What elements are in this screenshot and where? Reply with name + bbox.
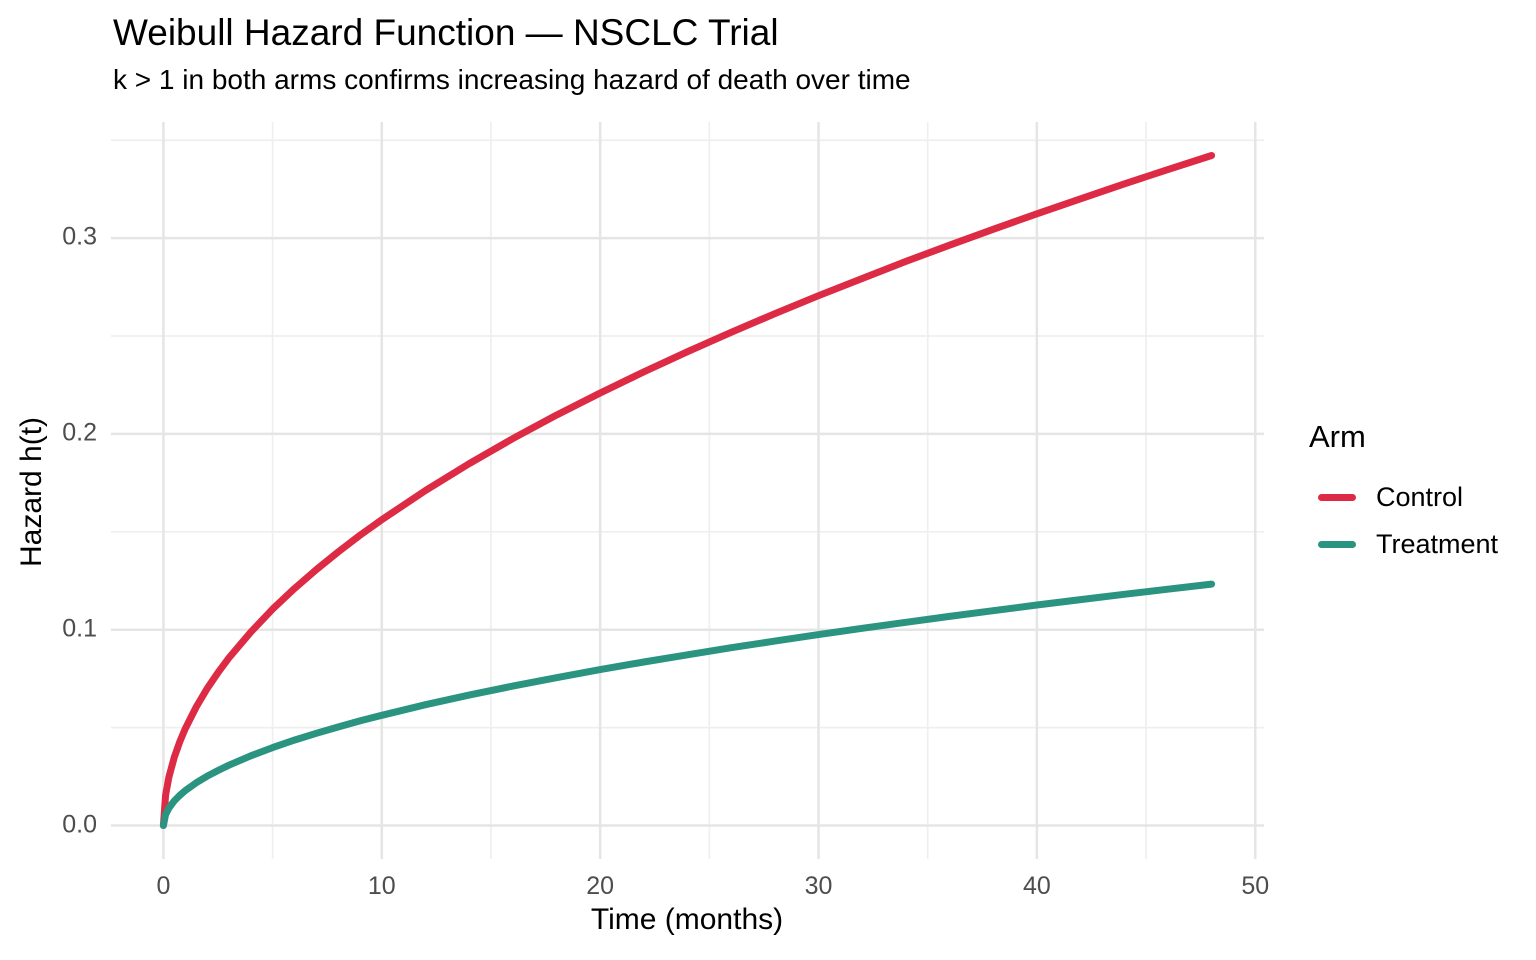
chart-subtitle: k > 1 in both arms confirms increasing h… xyxy=(113,64,911,95)
plot-panel xyxy=(111,122,1264,859)
y-tick-label: 0.1 xyxy=(62,614,97,643)
y-tick-label: 0.0 xyxy=(62,809,97,838)
x-tick-label: 30 xyxy=(804,872,833,900)
x-tick-label: 0 xyxy=(156,872,171,900)
y-tick-label: 0.2 xyxy=(62,418,97,447)
legend-label-control: Control xyxy=(1376,481,1464,512)
chart-title: Weibull Hazard Function — NSCLC Trial xyxy=(113,12,779,53)
legend: Arm Control Treatment xyxy=(1309,419,1498,575)
x-axis-title: Time (months) xyxy=(590,903,784,936)
treatment-hazard-curve xyxy=(159,580,1216,829)
control-line-key-icon xyxy=(1318,493,1356,501)
legend-entry-control: Control xyxy=(1309,481,1498,513)
y-axis-title: Hazard h(t) xyxy=(15,416,48,568)
x-tick-label: 40 xyxy=(1022,872,1051,900)
control-hazard-curve xyxy=(159,152,1216,829)
x-tick-label: 10 xyxy=(367,872,396,900)
legend-title: Arm xyxy=(1309,419,1366,454)
legend-entry-treatment: Treatment xyxy=(1309,528,1498,560)
y-tick-label: 0.3 xyxy=(62,222,97,251)
x-tick-label: 50 xyxy=(1241,872,1270,900)
treatment-line-key-icon xyxy=(1318,540,1356,548)
x-tick-label: 20 xyxy=(586,872,615,900)
legend-label-treatment: Treatment xyxy=(1376,528,1499,559)
